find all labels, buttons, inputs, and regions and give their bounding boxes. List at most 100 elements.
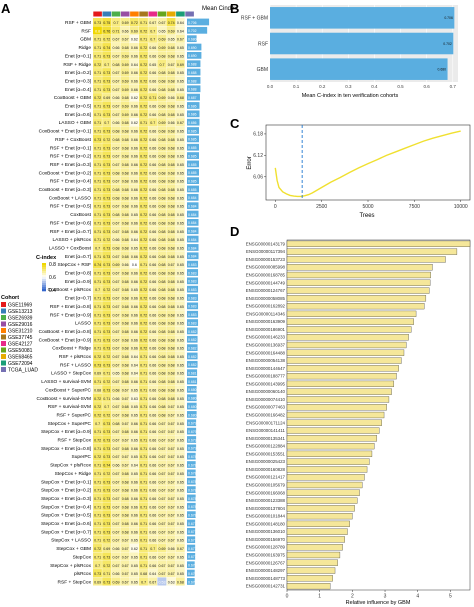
heatmap-cell-label: 0.73	[103, 347, 110, 351]
heatmap-cell	[148, 385, 158, 394]
heatmap-cell	[102, 201, 112, 210]
heatmap-cell-label: 0.71	[140, 489, 147, 493]
heatmap-cell-label: 0.68	[159, 363, 166, 367]
heatmap-cell	[148, 402, 158, 411]
mean-cindex-bar	[187, 377, 198, 385]
heatmap-cell-label: 0.72	[140, 246, 147, 250]
heatmap-cell-label: 0.68	[168, 347, 175, 351]
heatmap-cell	[129, 477, 139, 486]
heatmap-cell	[120, 134, 130, 143]
heatmap-cell	[157, 43, 167, 52]
panel-d-category-label: ENSG00000153551	[246, 451, 286, 456]
heatmap-cell-label: 0.67	[168, 63, 175, 67]
heatmap-cell-label: 0.68	[122, 121, 129, 125]
heatmap-cell	[120, 43, 130, 52]
heatmap-cell-label: 0.68	[168, 246, 175, 250]
panel-d-category-label: ENSG00000148297	[246, 568, 286, 573]
heatmap-cell	[93, 235, 102, 244]
heatmap-cell-label: 0.73	[103, 505, 110, 509]
heatmap-cell-label: 0.66	[149, 330, 156, 334]
heatmap-cell-label: 0.66	[149, 196, 156, 200]
heatmap-cell	[111, 343, 121, 352]
heatmap-cell	[148, 452, 158, 461]
heatmap-cell	[129, 435, 139, 444]
heatmap-cell-label: 0.71	[140, 372, 147, 376]
cohort-legend: Cohort GSE11969GSE13213GSE26939GSE29016G…	[1, 295, 38, 373]
mean-cindex-bar	[187, 561, 195, 569]
heatmap-cell	[166, 443, 176, 452]
heatmap-cell-label: 0.66	[149, 338, 156, 342]
heatmap-cell	[166, 151, 176, 160]
heatmap-cell-label: 0.67	[159, 21, 166, 25]
heatmap-cell-label: 0.69	[103, 547, 110, 551]
heatmap-cell-label: 0.71	[103, 572, 110, 576]
heatmap-cell	[129, 101, 139, 110]
heatmap-cell-label: 0.68	[168, 322, 175, 326]
heatmap-cell	[102, 577, 112, 586]
heatmap-cell	[157, 193, 167, 202]
heatmap-cell-label: 0.66	[149, 430, 156, 434]
heatmap-cell	[139, 360, 148, 369]
heatmap-cell	[111, 18, 121, 27]
panel-d-category-label: ENSG00000168785	[246, 273, 286, 278]
panel-b-xtick: 0.1	[293, 84, 300, 89]
heatmap-cell-label: 0.68	[168, 88, 175, 92]
heatmap-cell	[148, 18, 158, 27]
heatmap-cell-label: 0.68	[122, 522, 129, 526]
heatmap-cell	[157, 519, 167, 528]
heatmap-cell-label: 0.68	[159, 213, 166, 217]
mean-cindex-bar	[187, 352, 198, 360]
heatmap-cell	[129, 34, 139, 43]
heatmap-cell-label: 0.68	[159, 405, 166, 409]
heatmap-cell	[93, 485, 102, 494]
heatmap-cell	[129, 368, 139, 377]
heatmap-cell-label: 0.67	[177, 547, 184, 551]
heatmap-cell-label: 0.63	[131, 397, 138, 401]
heatmap-cell	[175, 510, 185, 519]
model-label: Enet [α=0.3]	[65, 78, 91, 84]
heatmap-cell	[148, 168, 158, 177]
heatmap-cell	[120, 260, 130, 269]
mean-cindex-bar	[187, 402, 197, 410]
heatmap-cell	[111, 218, 121, 227]
heatmap-cell	[111, 118, 121, 127]
heatmap-cell	[166, 552, 176, 561]
cindex-legend-tick: 0.6	[49, 275, 56, 281]
panel-d-bar	[286, 505, 355, 512]
heatmap-cell-label: 0.73	[94, 363, 101, 367]
model-label: Enet [α=0.4]	[65, 87, 91, 93]
heatmap-cell	[102, 260, 112, 269]
heatmap-cell	[93, 343, 102, 352]
heatmap-cell-label: 0.68	[159, 338, 166, 342]
heatmap-cell-label: 0.64	[131, 363, 138, 367]
heatmap-cell-label: 0.72	[140, 238, 147, 242]
heatmap-cell	[93, 427, 102, 436]
heatmap-cell-label: 0.73	[103, 480, 110, 484]
heatmap-cell	[102, 118, 112, 127]
heatmap-cell-label: 0.67	[113, 163, 120, 167]
model-label: Enet [α=0.2]	[65, 70, 91, 76]
heatmap-cell-label: 0.67	[159, 572, 166, 576]
heatmap-cell	[148, 193, 158, 202]
heatmap-cell	[175, 410, 185, 419]
heatmap-cell-label: 0.67	[113, 439, 120, 443]
heatmap-cell	[93, 84, 102, 93]
heatmap-cell-label: 0.68	[168, 221, 175, 225]
heatmap-cell-label: 0.68	[159, 105, 166, 109]
heatmap-cell	[139, 544, 148, 553]
heatmap-cell-label: 0.68	[168, 130, 175, 134]
model-label: CoxBoost + SuperPC	[45, 387, 91, 393]
cohort-legend-swatch	[1, 315, 6, 320]
heatmap-cell	[129, 26, 139, 35]
panel-b-bar	[270, 7, 455, 29]
heatmap-cell-label: 0.65	[177, 430, 184, 434]
heatmap-cell-label: 0.65	[177, 422, 184, 426]
panel-d-xtick: 5	[449, 594, 452, 600]
heatmap-cell-label: 0.65	[177, 313, 184, 317]
heatmap-cell-label: 0.68	[122, 246, 129, 250]
cindex-legend-swatch	[42, 269, 46, 272]
panel-d-bar	[286, 419, 382, 426]
heatmap-cell-label: 0.68	[168, 180, 175, 184]
heatmap-cell	[148, 527, 158, 536]
heatmap-cell	[129, 84, 139, 93]
